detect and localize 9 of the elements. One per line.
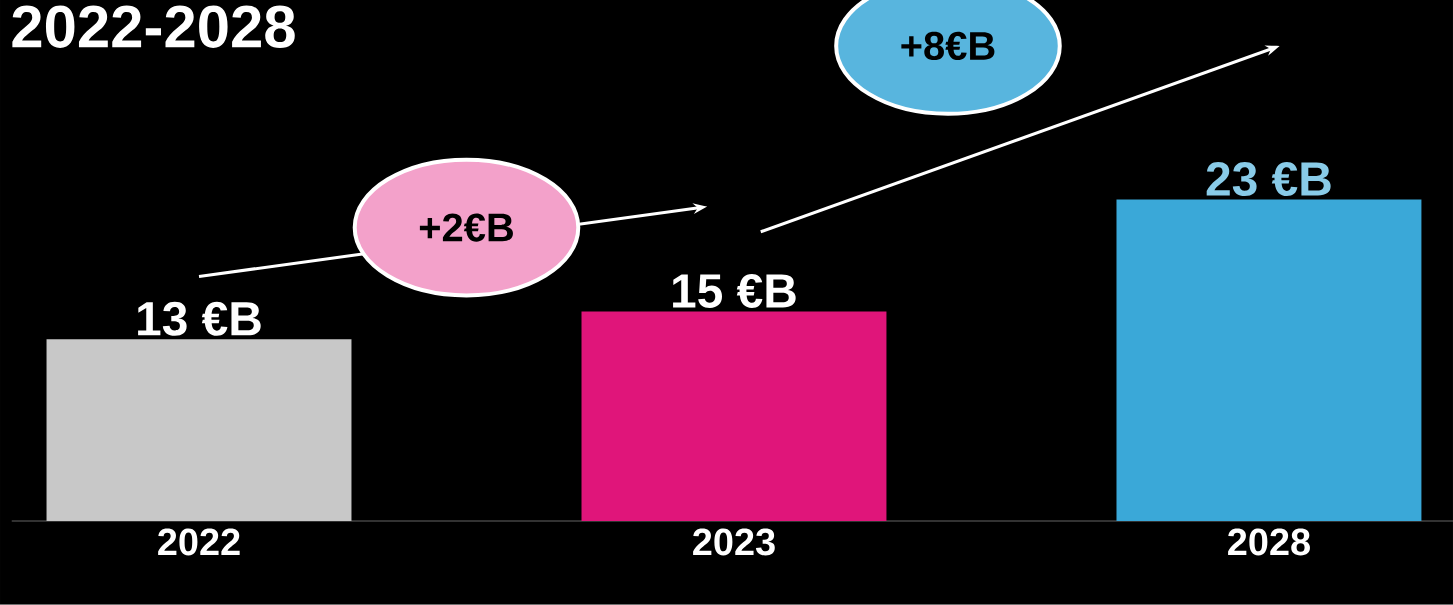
x-tick-label: 2028 [1228, 528, 1310, 556]
data-label: 13 €B [138, 301, 261, 336]
data-label: 23 €B [1206, 162, 1331, 197]
data-label: 15 €B [673, 274, 796, 308]
x-tick-label: 2023 [693, 528, 775, 556]
annotation: +2€B [419, 213, 513, 242]
text: +8€B [901, 31, 995, 61]
x-tick-label: 2022 [158, 528, 240, 556]
chart-title: 2022-2028 [12, 5, 295, 48]
